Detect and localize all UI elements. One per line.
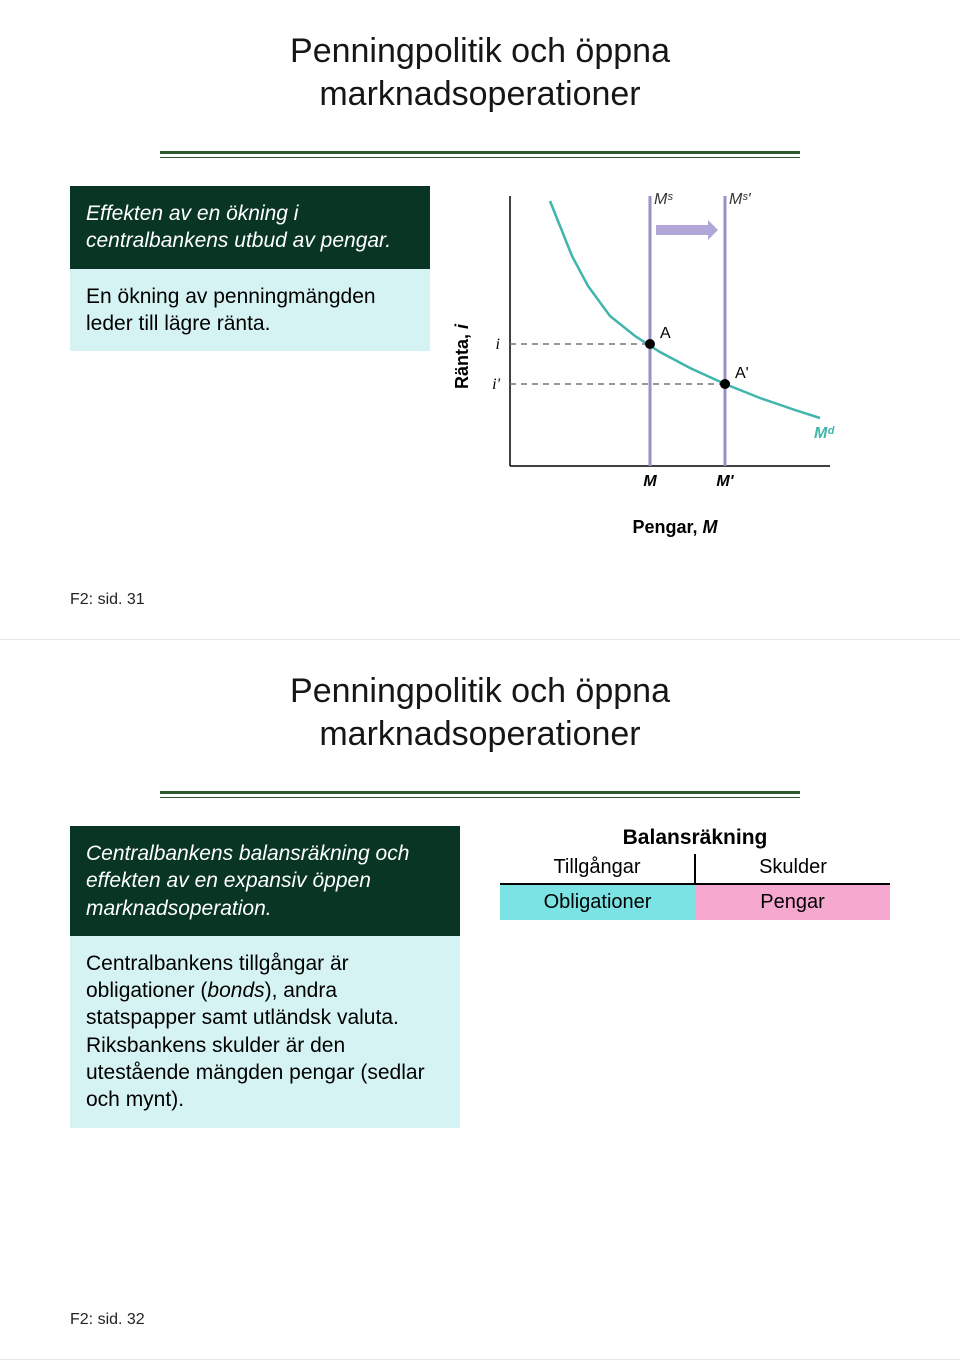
balance-sheet-header: Tillgångar Skulder [500,854,890,885]
slide-1: Penningpolitik och öppna marknadsoperati… [0,0,960,640]
title-rule [160,791,800,798]
text-column: Centralbankens balansräkning och effekte… [70,826,460,1128]
cell-liabilities: Pengar [695,885,890,920]
title-rule [160,151,800,158]
y-axis-label: Ränta, i [452,324,473,389]
slide-2: Penningpolitik och öppna marknadsoperati… [0,640,960,1360]
page-number: F2: sid. 31 [70,591,145,609]
slide-title: Penningpolitik och öppna marknadsoperati… [160,670,800,763]
x-axis-label: Pengar, M [460,517,890,538]
effect-box: Effekten av en ökning i centralbankens u… [70,186,430,269]
svg-text:A': A' [735,365,749,382]
x-axis-label-var: M [703,517,718,537]
page-number: F2: sid. 32 [70,1311,145,1329]
explanation-box: En ökning av penningmängden leder till l… [70,269,430,352]
header-assets: Tillgångar [500,854,696,883]
balance-sheet-row: Obligationer Pengar [500,885,890,920]
text-column: Effekten av en ökning i centralbankens u… [70,186,430,351]
svg-text:i: i [496,336,500,353]
slide1-content: Effekten av en ökning i centralbankens u… [70,186,890,538]
header-liabilities: Skulder [696,854,890,883]
y-axis-label-prefix: Ränta, [452,329,472,389]
slide-title: Penningpolitik och öppna marknadsoperati… [160,30,800,123]
svg-text:A: A [660,325,671,342]
svg-text:M': M' [716,473,734,490]
svg-text:Mˢ: Mˢ [654,191,673,208]
cell-assets: Obligationer [500,885,695,920]
x-axis-label-prefix: Pengar, [632,517,702,537]
svg-text:Mᵈ: Mᵈ [814,425,835,442]
svg-text:Mˢ': Mˢ' [729,191,752,208]
money-market-chart: Mˢ Mˢ' Mᵈ Ai A' i' M M' [460,186,860,506]
svg-text:M: M [643,473,657,490]
y-axis-label-var: i [452,324,472,329]
svg-text:i': i' [492,376,500,393]
balance-sheet: Balansräkning Tillgångar Skulder Obligat… [490,826,890,920]
slide2-content: Centralbankens balansräkning och effekte… [70,826,890,1128]
balance-detail-box: Centralbankens tillgångar är obligatione… [70,936,460,1128]
balance-intro-box: Centralbankens balansräkning och effekte… [70,826,460,936]
chart-column: Ränta, i MˢMˢ'MᵈAiA'i'MM' Pengar, M [460,186,890,538]
balance-sheet-title: Balansräkning [500,826,890,850]
